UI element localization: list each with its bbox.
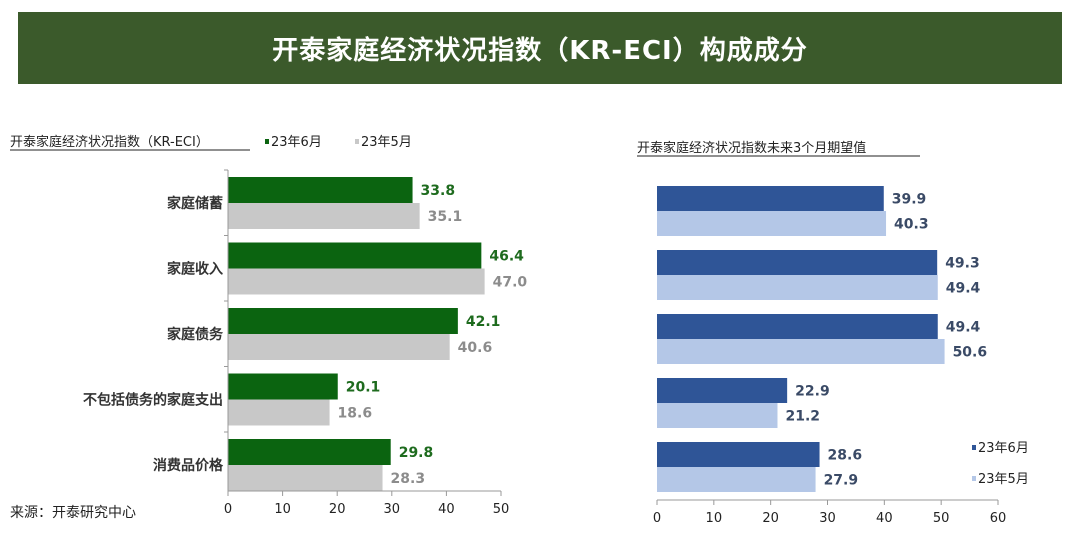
category-label: 不包括债务的家庭支出 [83,392,223,409]
data-label: 33.8 [421,183,456,199]
legend-label: 23年5月 [361,135,412,150]
legend-marker [355,139,359,144]
x-tick-label: 10 [274,502,291,517]
category-label: 家庭债务 [167,326,224,343]
data-label: 46.4 [489,249,524,265]
bar [657,403,778,428]
data-label: 20.1 [346,380,381,396]
bar [228,334,450,360]
data-label: 49.3 [945,256,980,272]
bar [228,373,338,400]
bar [657,211,887,236]
bar [657,250,938,275]
bar [228,465,383,491]
data-label: 49.4 [946,320,981,336]
data-label: 40.3 [894,217,929,233]
bar [657,275,938,300]
x-tick-label: 50 [493,502,510,517]
x-tick-label: 40 [438,502,455,517]
data-label: 22.9 [795,384,830,400]
x-tick-label: 60 [990,511,1007,526]
x-tick-label: 20 [762,511,779,526]
bar [228,242,482,269]
category-label: 家庭收入 [167,261,223,278]
legend-marker [265,139,269,144]
data-label: 40.6 [458,340,493,356]
source-note: 来源：开泰研究中心 [10,505,136,521]
x-tick-label: 0 [224,502,232,517]
bar [657,442,820,467]
bar [228,177,413,203]
bar [657,467,816,492]
bar [657,339,945,364]
legend-label: 23年5月 [978,472,1029,487]
data-label: 49.4 [946,281,981,297]
bar [657,186,884,211]
page-title: 开泰家庭经济状况指数（KR-ECI）构成成分 [272,35,808,66]
data-label: 28.6 [828,448,863,464]
category-label: 消费品价格 [153,457,224,474]
page-title-banner: 开泰家庭经济状况指数（KR-ECI）构成成分 [18,12,1062,84]
data-label: 21.2 [785,409,820,425]
x-tick-label: 30 [384,502,401,517]
data-label: 18.6 [338,406,373,422]
legend-marker [972,476,976,481]
legend-label: 23年6月 [978,441,1029,456]
x-tick-label: 30 [819,511,836,526]
data-label: 35.1 [428,209,463,225]
data-label: 50.6 [953,345,988,361]
chart-title: 开泰家庭经济状况指数未来3个月期望值 [637,140,866,156]
data-label: 29.8 [399,445,434,461]
x-tick-label: 50 [933,511,950,526]
data-label: 47.0 [493,275,528,291]
legend-label: 23年6月 [271,135,322,150]
data-label: 42.1 [466,314,501,330]
category-label: 家庭储蓄 [167,195,223,212]
data-label: 27.9 [824,473,859,489]
bar [657,314,938,339]
x-tick-label: 40 [876,511,893,526]
bar [228,203,420,229]
bar [228,268,485,295]
x-tick-label: 0 [653,511,661,526]
bar [228,399,330,426]
data-label: 28.3 [391,471,426,487]
bar [657,378,788,403]
legend-marker [972,445,976,450]
bar [228,439,391,465]
x-tick-label: 10 [706,511,723,526]
data-label: 39.9 [892,192,927,208]
chart-title: 开泰家庭经济状况指数（KR-ECI） [10,134,209,150]
bar [228,308,458,334]
x-tick-label: 20 [329,502,346,517]
